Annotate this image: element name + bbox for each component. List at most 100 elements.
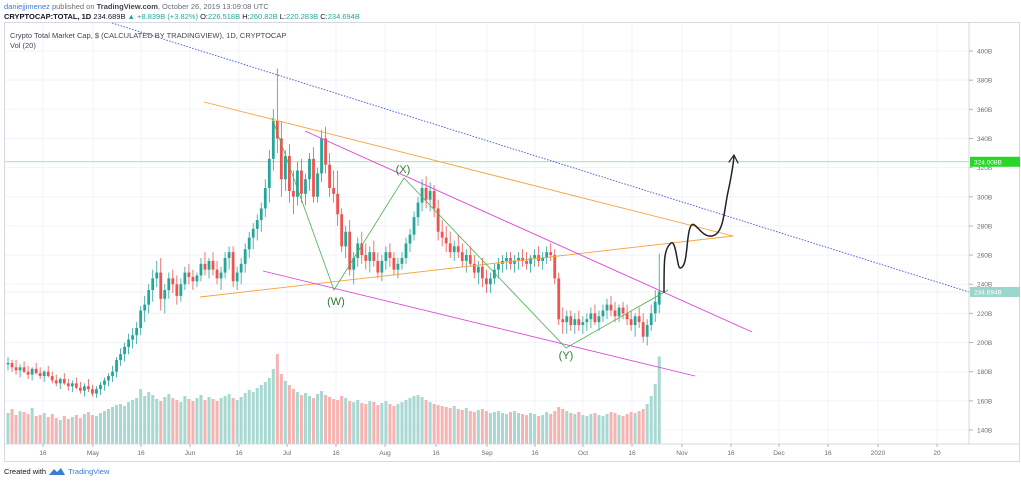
price-axis[interactable]: 400B 380B 360B 340B 320B 300B 280B 260B 240B 220B… xyxy=(968,23,1020,444)
candle-body xyxy=(380,260,384,273)
candle-body xyxy=(123,346,126,355)
time-tick-label: 16 xyxy=(727,450,735,457)
volume-bar xyxy=(22,412,26,444)
time-tick-label: 16 xyxy=(531,450,539,457)
candle-body xyxy=(207,260,211,270)
candle-body xyxy=(468,255,472,264)
candle-body xyxy=(296,170,299,197)
candle-body xyxy=(336,193,340,215)
volume-bar xyxy=(94,416,98,444)
candle-body xyxy=(151,278,155,291)
candle-body xyxy=(183,272,187,285)
tradingview-brand[interactable]: TradingView xyxy=(68,467,110,476)
wave-label-y: (Y) xyxy=(559,350,574,362)
time-tick-label: 16 xyxy=(332,450,340,457)
candle-body xyxy=(529,257,532,264)
volume-bar xyxy=(14,415,18,444)
volume-bar xyxy=(303,393,307,444)
candle-body xyxy=(613,310,617,317)
volume-bar xyxy=(629,412,633,444)
price-tick-label: 400B xyxy=(977,49,992,56)
candle-body xyxy=(243,249,247,264)
volume-bar xyxy=(609,412,613,444)
volume-bar xyxy=(653,384,657,444)
candle-body xyxy=(91,389,94,394)
candle-body xyxy=(637,316,641,323)
volume-bar xyxy=(557,407,561,444)
candle-body xyxy=(489,278,492,285)
volume-bar xyxy=(404,400,408,444)
candle-body xyxy=(605,304,609,311)
volume-bar xyxy=(388,404,392,444)
volume-bar xyxy=(553,411,557,444)
author-link[interactable]: daniejjimenez xyxy=(4,2,50,11)
volume-bar xyxy=(340,396,344,444)
chart-frame[interactable] xyxy=(4,22,1020,462)
candle-body xyxy=(505,257,508,261)
volume-bar xyxy=(267,378,271,444)
candle-body xyxy=(283,155,287,180)
volume-bar xyxy=(625,414,629,444)
candle-body xyxy=(292,190,295,197)
price-tick-label: 260B xyxy=(977,253,992,260)
volume-bar xyxy=(255,388,259,444)
candle-body xyxy=(340,214,344,247)
volume-bar xyxy=(621,416,625,444)
volume-bar xyxy=(131,400,135,444)
candle-body xyxy=(476,266,480,273)
time-axis[interactable]: 16 May 16 Jun 16 Jul 16 Aug 16 Sep 16 Oct 16 Nov 16 Dec… xyxy=(5,443,1019,457)
volume-bar xyxy=(549,414,553,444)
projection-path xyxy=(663,155,735,293)
time-tick-label: 16 xyxy=(235,450,243,457)
time-tick-label: Jun xyxy=(185,450,196,457)
low-label: L: xyxy=(279,12,287,21)
time-tick-label: Aug xyxy=(379,450,391,457)
volume-bar xyxy=(123,406,127,444)
time-tick-label: 16 xyxy=(432,450,440,457)
candle-body xyxy=(115,360,118,372)
price-tick-label: 180B xyxy=(977,369,992,376)
candle-body xyxy=(107,376,110,381)
volume-bar xyxy=(70,417,74,444)
volume-bar xyxy=(392,406,396,444)
time-tick-label: 16 xyxy=(137,450,145,457)
candle-body xyxy=(304,179,307,194)
volume-bar xyxy=(283,381,287,444)
close-value: 234.694B xyxy=(327,12,360,21)
candle-body xyxy=(424,188,428,200)
price-tick-label: 340B xyxy=(977,136,992,143)
candle-body xyxy=(444,237,448,244)
candle-body xyxy=(247,237,251,250)
volume-bar xyxy=(396,404,400,444)
volume-bar xyxy=(38,415,42,444)
candle-body xyxy=(271,120,275,159)
volume-bar xyxy=(90,415,94,444)
volume-bar xyxy=(74,415,78,444)
time-tick-label: Oct xyxy=(578,450,588,457)
candle-body xyxy=(585,319,589,323)
candle-body xyxy=(239,263,243,273)
volume-bar xyxy=(159,401,163,444)
volume-bar xyxy=(143,396,147,444)
volume-bar xyxy=(364,404,368,444)
volume-bar xyxy=(66,419,70,444)
volume-bar xyxy=(203,400,207,444)
candle-body xyxy=(493,269,496,279)
candle-body xyxy=(601,310,605,317)
volume-bar xyxy=(332,399,336,444)
volume-bar xyxy=(215,401,219,444)
candle-body xyxy=(525,260,528,264)
candle-body xyxy=(464,255,468,261)
site-link[interactable]: TradingView.com xyxy=(96,2,158,11)
volume-bar xyxy=(380,403,384,444)
up-arrow-icon: ▲ xyxy=(127,12,135,21)
candle-body xyxy=(135,327,139,336)
volume-bar xyxy=(50,414,54,444)
publisher-line: daniejjimenez published on TradingView.c… xyxy=(4,2,269,11)
candle-body xyxy=(609,304,613,311)
candle-body xyxy=(46,371,50,377)
candles xyxy=(6,68,661,398)
candle-body xyxy=(235,272,239,282)
volume-bar xyxy=(271,369,275,444)
